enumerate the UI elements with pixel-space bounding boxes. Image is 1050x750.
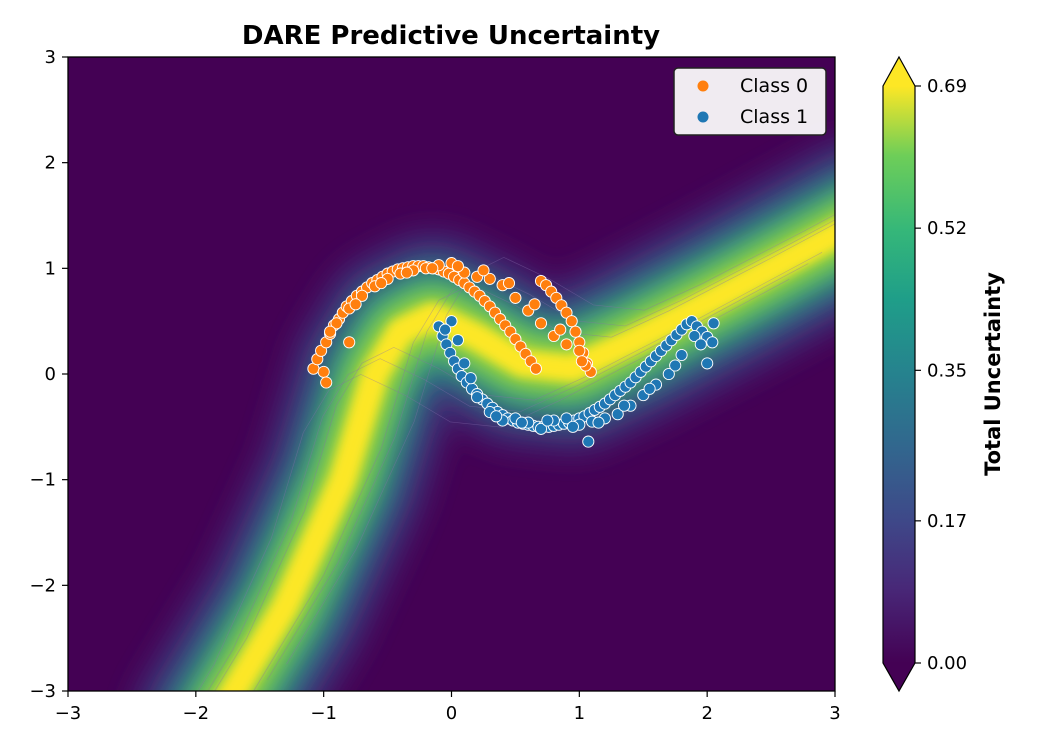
- x-tick-label: −1: [310, 703, 337, 724]
- data-point: [554, 323, 567, 336]
- legend-box: [673, 67, 827, 136]
- data-point: [349, 298, 362, 311]
- data-point: [451, 260, 464, 273]
- data-point: [534, 317, 548, 330]
- data-point: [400, 266, 413, 279]
- data-point: [675, 348, 688, 362]
- data-point: [528, 298, 541, 311]
- data-point: [706, 336, 719, 349]
- data-point: [320, 376, 333, 389]
- contour-line: [197, 279, 790, 691]
- y-tick-label: −2: [29, 575, 56, 596]
- x-tick-label: −2: [183, 703, 210, 724]
- data-point: [330, 317, 343, 330]
- plot-area: [67, 56, 836, 692]
- legend-marker-class-1: [697, 111, 709, 123]
- data-point: [573, 344, 586, 357]
- colorbar: 0.00 0.17 0.35 0.52 0.69 Total Uncertainty: [882, 55, 1005, 693]
- y-tick-label: −1: [29, 470, 56, 491]
- data-point: [529, 362, 542, 375]
- colorbar-tick-label: 0.17: [927, 511, 967, 532]
- data-point: [565, 315, 578, 328]
- series-class-0: [307, 257, 597, 389]
- data-point: [662, 367, 675, 381]
- data-point: [426, 262, 439, 275]
- contour-line: [253, 223, 835, 691]
- contour-line: [207, 263, 809, 691]
- colorbar-ticks: 0.00 0.17 0.35 0.52 0.69: [915, 76, 967, 674]
- data-point: [502, 277, 516, 290]
- data-point: [445, 315, 458, 328]
- data-point: [541, 414, 554, 427]
- data-point: [694, 338, 707, 351]
- x-tick-label: 2: [701, 703, 712, 724]
- x-tick-label: 1: [574, 703, 585, 724]
- data-point: [375, 277, 388, 290]
- data-point: [611, 408, 624, 421]
- colorbar-label: Total Uncertainty: [981, 272, 1005, 476]
- data-point: [618, 399, 631, 412]
- colorbar-tick-label: 0.00: [927, 653, 967, 674]
- colorbar-tick-label: 0.52: [927, 218, 967, 239]
- colorbar-extend-min: [883, 663, 915, 691]
- legend: Class 0 Class 1: [673, 67, 827, 136]
- data-point: [509, 291, 522, 304]
- legend-label-class-0: Class 0: [740, 75, 808, 97]
- data-point: [575, 355, 588, 368]
- legend-marker-class-0: [697, 80, 709, 92]
- data-point: [534, 422, 548, 435]
- x-tick-label: −3: [55, 703, 82, 724]
- data-point: [439, 323, 452, 336]
- data-point: [458, 357, 471, 370]
- legend-label-class-1: Class 1: [740, 106, 808, 128]
- data-point: [707, 317, 720, 330]
- data-point: [515, 416, 528, 429]
- data-point: [343, 336, 356, 349]
- x-axis: −3 −2 −1 0 1 2 3: [55, 691, 841, 724]
- data-point: [483, 272, 496, 285]
- scatter-layer: [307, 257, 720, 448]
- colorbar-extend-max: [883, 57, 915, 86]
- data-point: [324, 325, 337, 338]
- data-point: [569, 325, 582, 338]
- data-point: [464, 372, 477, 385]
- contour-line: [286, 214, 835, 665]
- data-point: [566, 420, 579, 433]
- y-tick-label: 3: [45, 47, 56, 68]
- data-point: [669, 359, 682, 372]
- data-point: [582, 435, 595, 448]
- colorbar-gradient: [883, 86, 915, 663]
- data-point: [477, 264, 490, 277]
- data-point: [471, 391, 484, 404]
- data-point: [688, 329, 701, 343]
- contour-line: [214, 252, 823, 691]
- data-point: [490, 410, 503, 423]
- y-tick-label: 0: [45, 364, 56, 385]
- data-point: [451, 334, 464, 347]
- series-class-1: [432, 315, 720, 448]
- data-point: [317, 365, 330, 378]
- data-point: [592, 416, 605, 429]
- colorbar-tick-label: 0.35: [927, 360, 967, 381]
- y-tick-label: 1: [45, 258, 56, 279]
- y-axis: −3 −2 −1 0 1 2 3: [29, 47, 68, 702]
- uncertainty-band-peak: [218, 219, 835, 691]
- x-tick-label: 0: [446, 703, 457, 724]
- y-tick-label: 2: [45, 153, 56, 174]
- data-point: [643, 382, 656, 395]
- colorbar-tick-label: 0.69: [927, 76, 967, 97]
- data-point: [560, 412, 573, 425]
- chart-title: DARE Predictive Uncertainty: [242, 21, 660, 51]
- data-point: [701, 357, 714, 370]
- data-point: [560, 338, 573, 351]
- x-tick-label: 3: [829, 703, 840, 724]
- data-point: [355, 289, 369, 302]
- y-tick-label: −3: [29, 681, 56, 702]
